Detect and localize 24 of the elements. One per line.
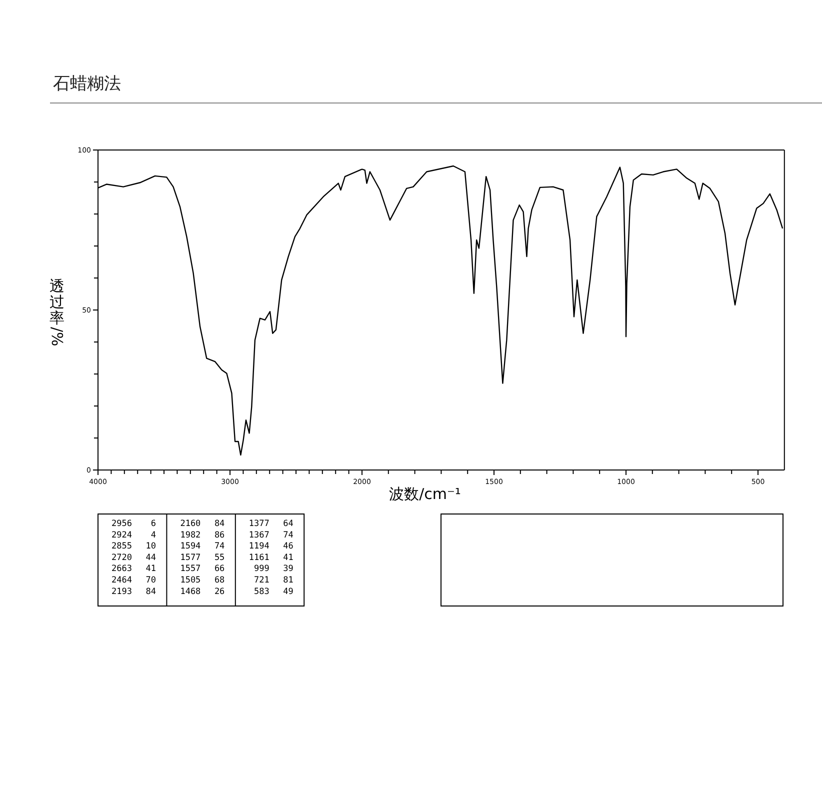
text: 583 49 <box>254 586 294 597</box>
x-axis-title: 波数/cm⁻¹ <box>389 485 461 503</box>
text: 999 39 <box>254 564 294 574</box>
text: 1161 41 <box>248 552 294 563</box>
text: 2193 84 <box>112 586 156 597</box>
text: 1468 26 <box>180 586 225 597</box>
text: 2464 70 <box>112 576 156 586</box>
text: 1194 46 <box>248 542 294 552</box>
text: 721 81 <box>254 576 294 586</box>
text: 1367 74 <box>248 530 294 540</box>
text: 1505 68 <box>180 576 225 586</box>
text: 2855 10 <box>112 542 156 552</box>
text: 2160 84 <box>180 519 225 529</box>
text: 2956 6 <box>112 519 156 529</box>
y-axis-title: 透过率/% <box>48 277 66 346</box>
text: 1982 86 <box>180 530 225 540</box>
text: 1577 55 <box>180 552 225 563</box>
text: 2720 44 <box>112 552 156 563</box>
text: 2924 4 <box>112 530 156 540</box>
text: 1377 64 <box>248 519 294 529</box>
text: 2663 41 <box>112 564 156 574</box>
text: 1557 66 <box>180 564 225 574</box>
chart-title: 石蜡糊法 <box>53 74 121 94</box>
text: 1594 74 <box>180 542 225 552</box>
